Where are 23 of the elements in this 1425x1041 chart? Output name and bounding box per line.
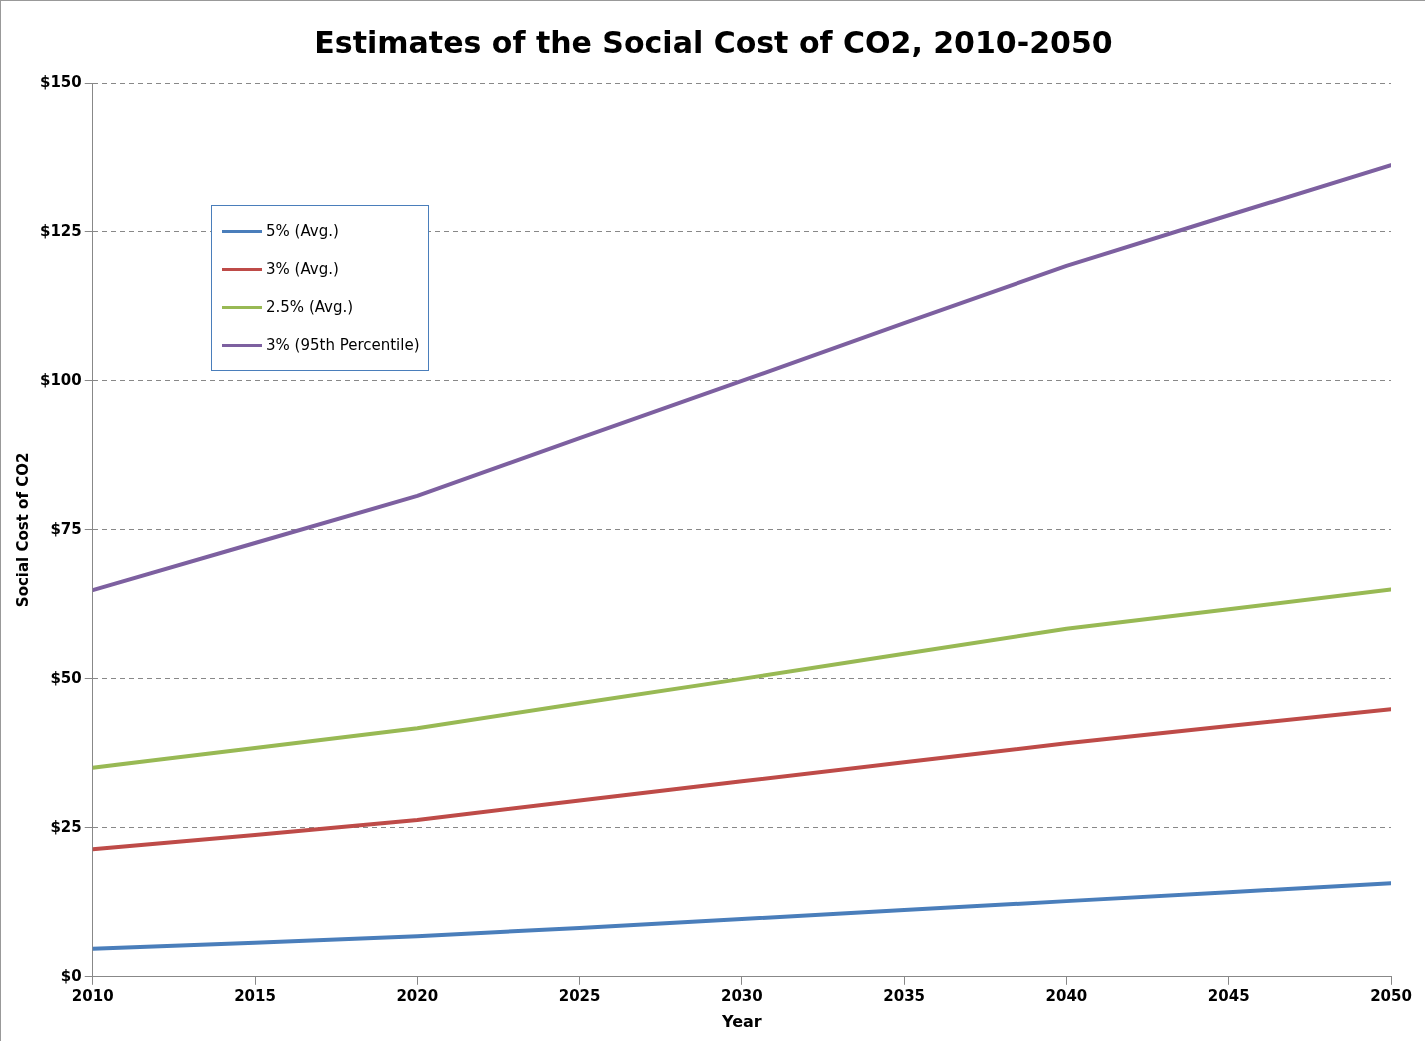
x-tick-label: 2010	[71, 986, 114, 1005]
y-tick-label: $125	[40, 221, 82, 240]
x-tick-label: 2030	[721, 986, 763, 1005]
x-tick-label: 2035	[883, 986, 926, 1005]
y-tick-label: $75	[50, 519, 82, 538]
legend-label: 3% (Avg.)	[266, 260, 339, 278]
chart-title: Estimates of the Social Cost of CO2, 2010-2050	[313, 25, 1114, 60]
y-tick-label: $25	[50, 817, 82, 836]
legend-label: 3% (95th Percentile)	[266, 336, 420, 354]
x-tick-label: 2020	[396, 986, 439, 1005]
x-tick-label: 2025	[558, 986, 601, 1005]
x-tick-label: 2015	[234, 986, 276, 1005]
y-axis-title: Social Cost of CO2	[13, 452, 32, 608]
y-tick-label: $0	[60, 966, 82, 985]
x-tick-label: 2050	[1370, 986, 1412, 1005]
legend-label: 5% (Avg.)	[266, 222, 339, 240]
y-tick-label: $100	[40, 370, 82, 389]
legend-label: 2.5% (Avg.)	[266, 298, 354, 316]
x-tick-label: 2040	[1045, 986, 1088, 1005]
x-axis-title: Year	[721, 1011, 762, 1031]
y-tick-label: $50	[50, 668, 82, 687]
y-tick-label: $150	[40, 72, 82, 91]
x-tick-label: 2045	[1207, 986, 1250, 1005]
